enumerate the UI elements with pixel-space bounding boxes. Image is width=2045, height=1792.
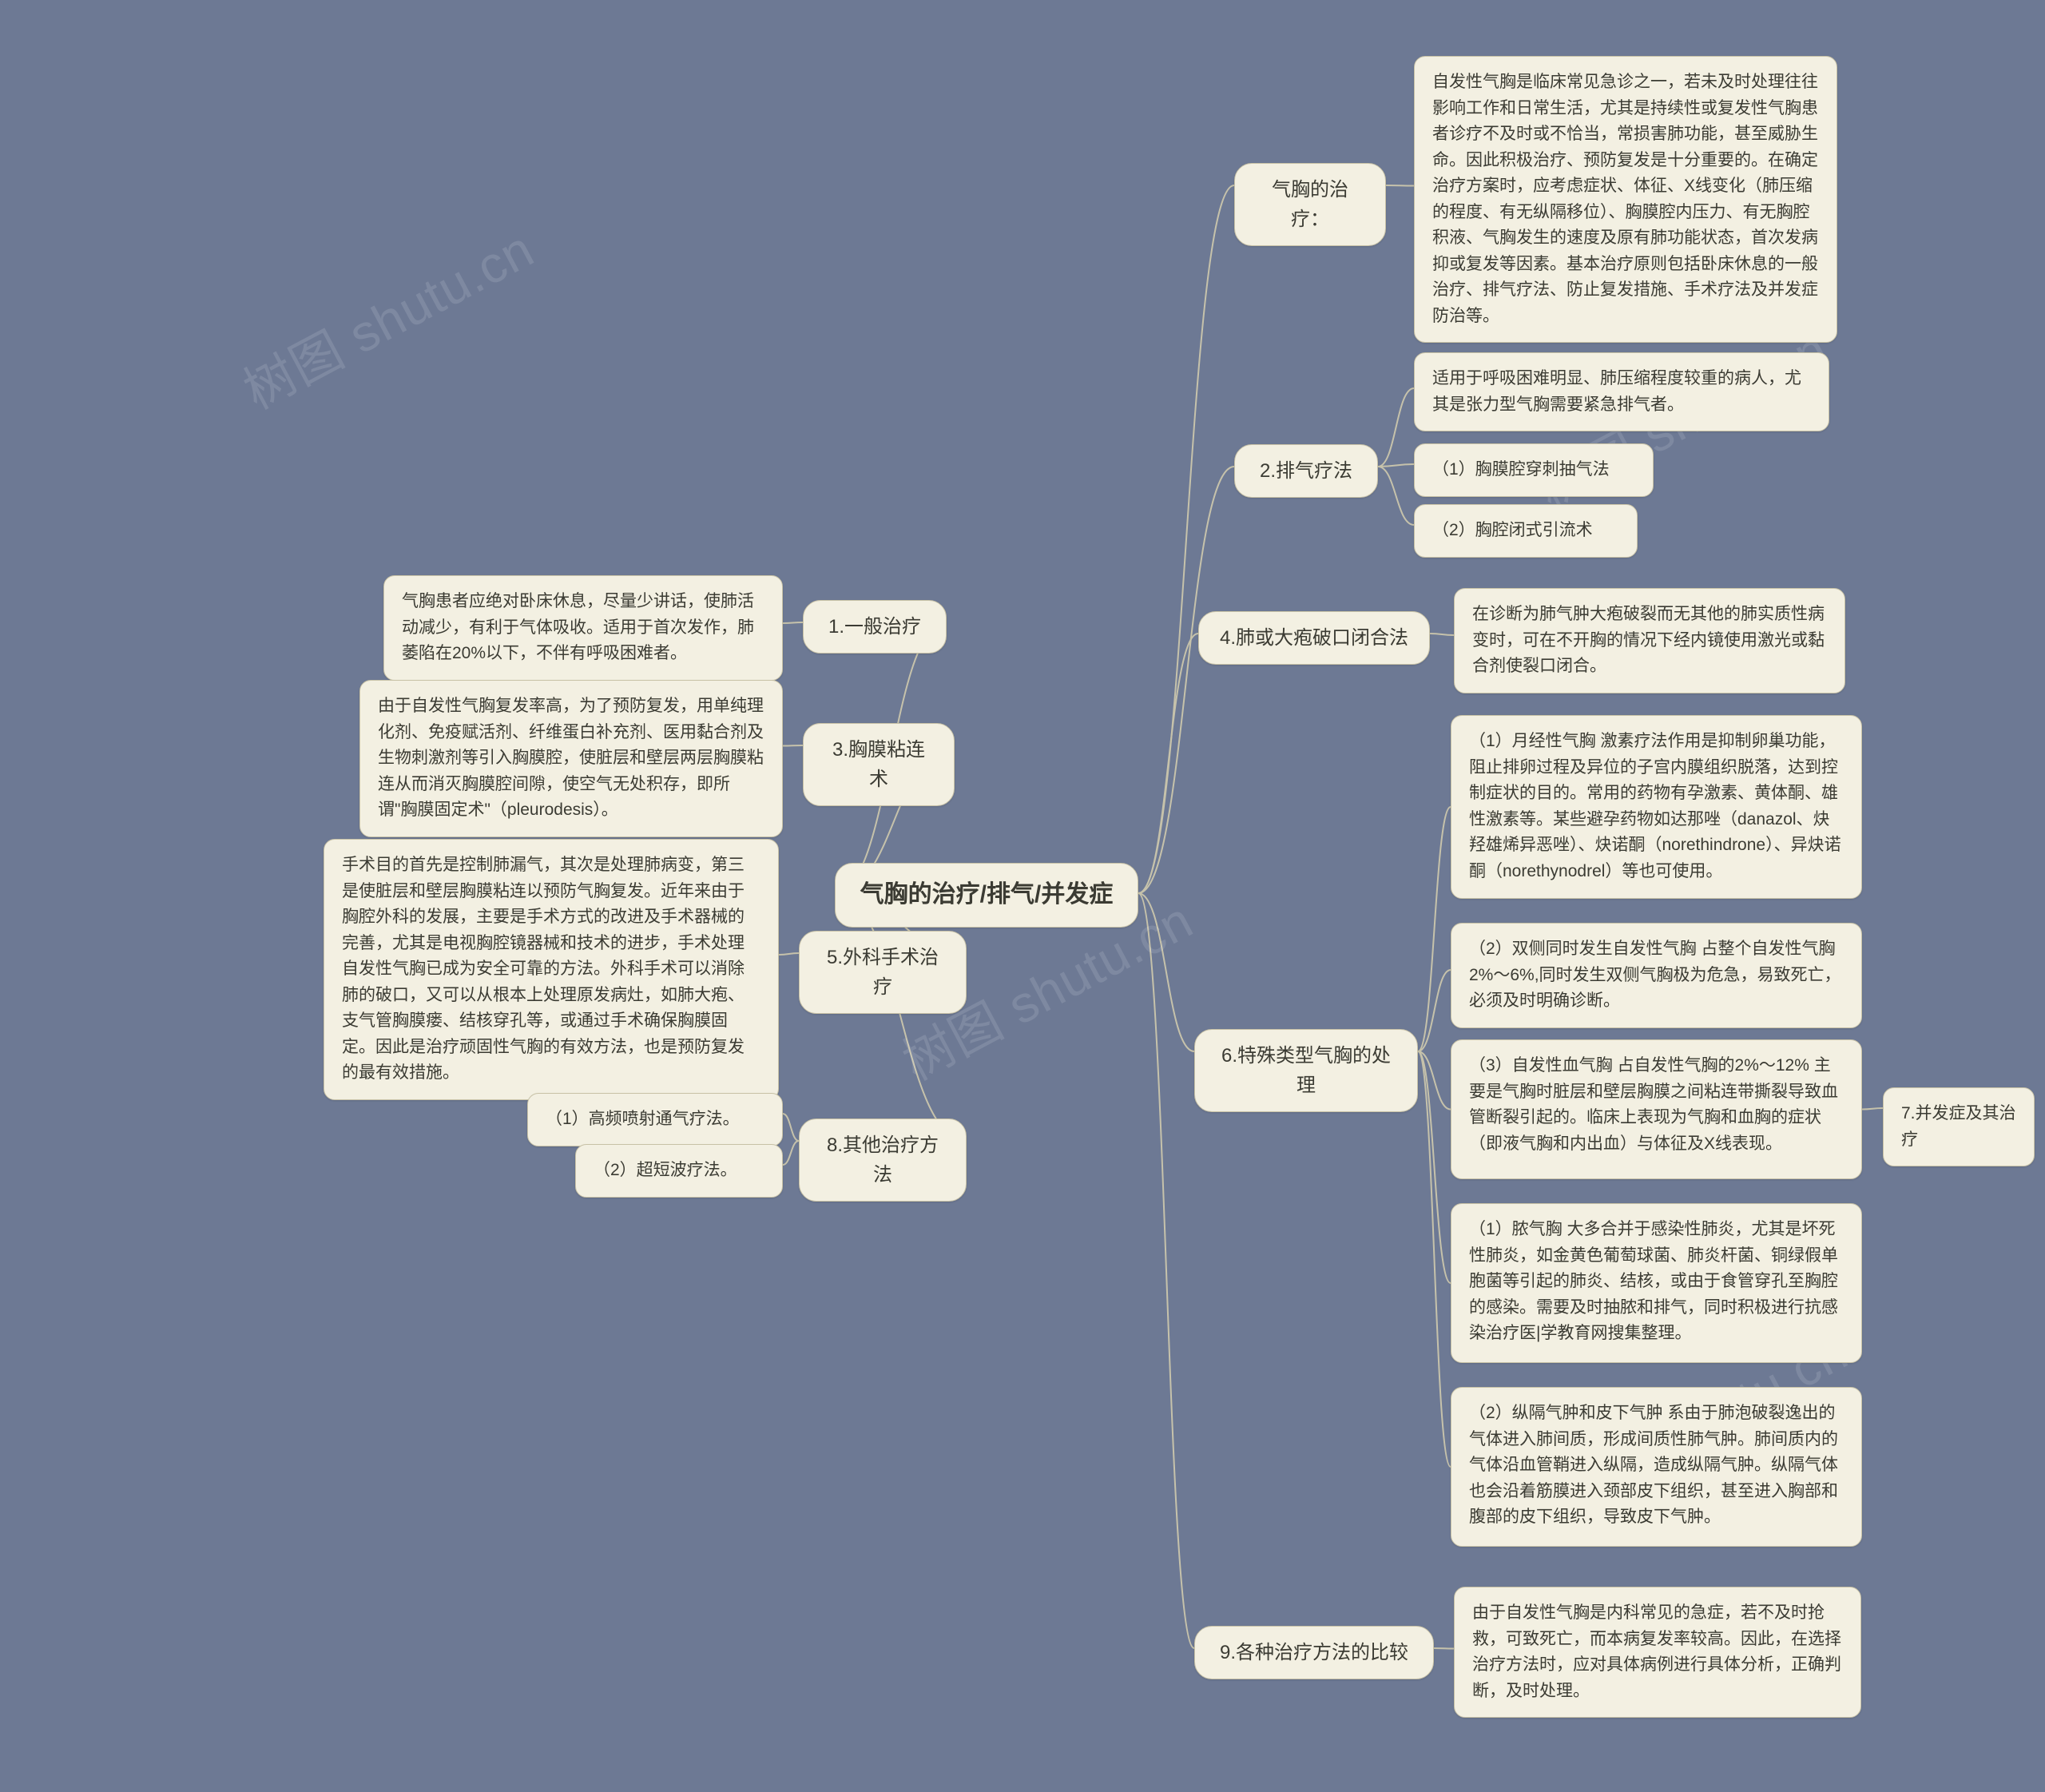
node-t5[interactable]: 5.外科手术治疗 <box>799 931 967 1014</box>
node-t2b[interactable]: （1）胸膜腔穿刺抽气法 <box>1414 443 1654 497</box>
connector <box>1418 1051 1451 1110</box>
connector <box>1418 1051 1451 1467</box>
node-label: 3.胸膜粘连术 <box>832 739 925 790</box>
node-label: 由于自发性气胸复发率高，为了预防复发，用单纯理化剂、免疫赋活剂、纤维蛋白补充剂、… <box>378 697 764 819</box>
node-t6d[interactable]: （1）脓气胸 大多合并于感染性肺炎，尤其是坏死性肺炎，如金黄色葡萄球菌、肺炎杆菌… <box>1451 1203 1862 1363</box>
node-label: （2）胸腔闭式引流术 <box>1432 521 1593 539</box>
node-label: 9.各种治疗方法的比较 <box>1220 1642 1408 1663</box>
node-label: 7.并发症及其治疗 <box>1901 1104 2016 1149</box>
node-t9[interactable]: 9.各种治疗方法的比较 <box>1194 1626 1434 1679</box>
node-label: 气胸患者应绝对卧床休息，尽量少讲话，使肺活动减少，有利于气体吸收。适用于首次发作… <box>402 592 754 662</box>
node-label: （1）月经性气胸 激素疗法作用是抑制卵巢功能，阻止排卵过程及异位的子宫内膜组织脱… <box>1469 732 1841 880</box>
node-label: 8.其他治疗方法 <box>827 1134 939 1186</box>
node-t8[interactable]: 8.其他治疗方法 <box>799 1119 967 1202</box>
connector <box>1862 1108 1883 1110</box>
connector <box>1430 634 1454 635</box>
connector <box>783 745 803 746</box>
node-label: （3）自发性血气胸 占自发性气胸的2%～12% 主要是气胸时脏层和壁层胸膜之间粘… <box>1469 1056 1838 1153</box>
node-t6c[interactable]: （3）自发性血气胸 占自发性气胸的2%～12% 主要是气胸时脏层和壁层胸膜之间粘… <box>1451 1039 1862 1179</box>
watermark: 树图 shutu.cn <box>229 209 545 423</box>
node-t5d[interactable]: 手术目的首先是控制肺漏气，其次是处理肺病变，第三是使脏层和壁层胸膜粘连以预防气胸… <box>324 839 779 1100</box>
connector <box>1418 1051 1451 1283</box>
node-t6b[interactable]: （2）双侧同时发生自发性气胸 占整个自发性气胸2%～6%,同时发生双侧气胸极为危… <box>1451 923 1862 1028</box>
node-label: 手术目的首先是控制肺漏气，其次是处理肺病变，第三是使脏层和壁层胸膜粘连以预防气胸… <box>342 856 745 1082</box>
node-label: （2）超短波疗法。 <box>594 1161 737 1179</box>
node-label: （1）脓气胸 大多合并于感染性肺炎，尤其是坏死性肺炎，如金黄色葡萄球菌、肺炎杆菌… <box>1469 1220 1838 1342</box>
connector <box>1138 634 1198 893</box>
node-tzd[interactable]: 自发性气胸是临床常见急诊之一，若未及时处理往往影响工作和日常生活，尤其是持续性或… <box>1414 56 1837 343</box>
node-label: （1）高频喷射通气疗法。 <box>546 1110 740 1128</box>
node-label: 6.特殊类型气胸的处理 <box>1221 1045 1391 1096</box>
node-label: 5.外科手术治疗 <box>827 947 939 998</box>
connector <box>779 953 799 955</box>
node-label: 气胸的治疗： <box>1272 179 1348 230</box>
connector <box>1138 893 1194 1648</box>
connector <box>783 622 803 623</box>
node-t9d[interactable]: 由于自发性气胸是内科常见的急症，若不及时抢救，可致死亡，而本病复发率较高。因此，… <box>1454 1587 1861 1718</box>
node-label: 自发性气胸是临床常见急诊之一，若未及时处理往往影响工作和日常生活，尤其是持续性或… <box>1432 73 1818 325</box>
node-center[interactable]: 气胸的治疗/排气/并发症 <box>835 863 1138 928</box>
node-label: 2.排气疗法 <box>1260 460 1352 482</box>
node-t8a[interactable]: （1）高频喷射通气疗法。 <box>527 1093 783 1146</box>
node-t2c[interactable]: （2）胸腔闭式引流术 <box>1414 504 1638 558</box>
node-label: 4.肺或大疱破口闭合法 <box>1220 627 1408 649</box>
node-label: 在诊断为肺气肿大疱破裂而无其他的肺实质性病变时，可在不开胸的情况下经内镜使用激光… <box>1472 605 1825 675</box>
node-t2[interactable]: 2.排气疗法 <box>1234 444 1378 498</box>
node-label: （2）纵隔气肿和皮下气肿 系由于肺泡破裂逸出的气体进入肺间质，形成间质性肺气肿。… <box>1469 1404 1838 1526</box>
node-tz[interactable]: 气胸的治疗： <box>1234 163 1386 246</box>
connector <box>1418 807 1451 1051</box>
node-t2a[interactable]: 适用于呼吸困难明显、肺压缩程度较重的病人，尤其是张力型气胸需要紧急排气者。 <box>1414 352 1829 431</box>
connector <box>1378 467 1414 525</box>
node-t6[interactable]: 6.特殊类型气胸的处理 <box>1194 1029 1418 1112</box>
node-t6cx[interactable]: 7.并发症及其治疗 <box>1883 1087 2035 1166</box>
connector <box>783 1141 799 1165</box>
node-t3[interactable]: 3.胸膜粘连术 <box>803 723 955 806</box>
node-t3d[interactable]: 由于自发性气胸复发率高，为了预防复发，用单纯理化剂、免疫赋活剂、纤维蛋白补充剂、… <box>359 680 783 837</box>
connector <box>1434 1648 1454 1649</box>
node-t1[interactable]: 1.一般治疗 <box>803 600 947 654</box>
connector <box>783 1114 799 1141</box>
node-t1d[interactable]: 气胸患者应绝对卧床休息，尽量少讲话，使肺活动减少，有利于气体吸收。适用于首次发作… <box>383 575 783 681</box>
node-label: 气胸的治疗/排气/并发症 <box>860 881 1114 908</box>
node-t6a[interactable]: （1）月经性气胸 激素疗法作用是抑制卵巢功能，阻止排卵过程及异位的子宫内膜组织脱… <box>1451 715 1862 899</box>
connector <box>1378 464 1414 467</box>
node-label: （1）胸膜腔穿刺抽气法 <box>1432 460 1610 479</box>
node-t4d[interactable]: 在诊断为肺气肿大疱破裂而无其他的肺实质性病变时，可在不开胸的情况下经内镜使用激光… <box>1454 588 1845 693</box>
connector <box>1386 185 1414 186</box>
node-t6e[interactable]: （2）纵隔气肿和皮下气肿 系由于肺泡破裂逸出的气体进入肺间质，形成间质性肺气肿。… <box>1451 1387 1862 1547</box>
connector <box>1138 185 1234 893</box>
connector <box>1138 467 1234 893</box>
mindmap-canvas: 树图 shutu.cn树图 shutu.cn树图 shutu.cn树图 shut… <box>0 0 2045 1792</box>
node-t4[interactable]: 4.肺或大疱破口闭合法 <box>1198 611 1430 665</box>
connector <box>1418 970 1451 1051</box>
node-label: 适用于呼吸困难明显、肺压缩程度较重的病人，尤其是张力型气胸需要紧急排气者。 <box>1432 369 1801 414</box>
node-t8b[interactable]: （2）超短波疗法。 <box>575 1144 783 1198</box>
connector <box>1378 388 1414 467</box>
node-label: 由于自发性气胸是内科常见的急症，若不及时抢救，可致死亡，而本病复发率较高。因此，… <box>1472 1603 1841 1700</box>
node-label: 1.一般治疗 <box>828 616 921 638</box>
node-label: （2）双侧同时发生自发性气胸 占整个自发性气胸2%～6%,同时发生双侧气胸极为危… <box>1469 940 1841 1010</box>
connector <box>1138 893 1194 1051</box>
